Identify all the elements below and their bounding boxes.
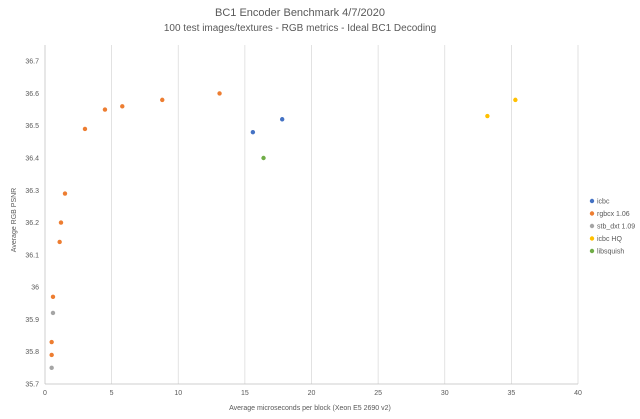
x-tick-label: 15 xyxy=(241,390,249,397)
y-axis-label: Average RGB PSNR xyxy=(11,188,18,252)
data-point-series-3 xyxy=(485,113,490,119)
y-tick-label: 36.1 xyxy=(25,252,39,259)
axes xyxy=(44,45,578,385)
legend-label: libsquish xyxy=(597,249,624,256)
legend-label: rgbcx 1.06 xyxy=(597,211,630,218)
chart-subtitle: 100 test images/textures - RGB metrics -… xyxy=(164,23,436,34)
x-tick-label: 20 xyxy=(308,390,316,397)
data-point-series-0 xyxy=(250,129,256,135)
data-point-series-4 xyxy=(261,155,266,161)
data-point-series-0 xyxy=(279,117,285,122)
legend-marker xyxy=(589,211,595,216)
y-tick-label: 36 xyxy=(31,285,39,292)
x-tick-label: 5 xyxy=(110,390,114,397)
y-tick-label: 35.9 xyxy=(25,317,39,324)
data-point-series-2 xyxy=(50,310,56,316)
legend-label: stb_dxt 1.09 xyxy=(597,224,635,231)
grid xyxy=(111,45,579,384)
x-tick-label: 35 xyxy=(507,390,515,397)
y-tick-label: 36.3 xyxy=(25,188,39,195)
chart-title: BC1 Encoder Benchmark 4/7/2020 xyxy=(215,7,385,19)
y-tick-label: 36.5 xyxy=(25,123,39,130)
data-point-series-1 xyxy=(102,107,108,112)
x-tick-label: 0 xyxy=(43,390,47,397)
data-point-series-1 xyxy=(160,97,165,103)
data-point-series-1 xyxy=(58,220,64,225)
y-tick-label: 35.8 xyxy=(25,349,39,356)
y-tick-label: 36.2 xyxy=(25,220,39,227)
y-tick-label: 36.7 xyxy=(25,59,39,66)
data-point-series-1 xyxy=(62,191,68,196)
legend-marker xyxy=(589,198,595,204)
y-tick-label: 36.4 xyxy=(25,156,39,163)
data-point-series-1 xyxy=(217,91,222,96)
x-axis-label: Average microseconds per block (Xeon E5 … xyxy=(229,405,391,412)
legend-marker xyxy=(589,248,595,254)
legend-label: icbc HQ xyxy=(597,236,622,243)
data-points xyxy=(49,91,518,371)
x-tick-label: 10 xyxy=(174,390,182,397)
legend-marker xyxy=(589,236,595,241)
y-tick-label: 35.7 xyxy=(25,382,39,389)
tick-labels: 0 5 10 15 20 25 30 35 40 35.7 35.8 35.9 36 36.1 36.2 36… xyxy=(25,59,582,397)
data-point-series-1 xyxy=(49,352,54,358)
legend-label: icbc xyxy=(597,199,610,206)
data-point-series-1 xyxy=(57,239,62,245)
x-tick-label: 40 xyxy=(574,390,582,397)
data-point-series-2 xyxy=(49,365,54,371)
x-tick-label: 30 xyxy=(441,390,449,397)
legend: icbc rgbcx 1.06 stb_dxt 1.09 icbc HQ libsqui… xyxy=(589,198,635,256)
data-point-series-1 xyxy=(49,339,54,345)
x-tick-label: 25 xyxy=(374,390,382,397)
data-point-series-1 xyxy=(120,104,125,109)
y-tick-label: 36.6 xyxy=(25,91,39,98)
data-point-series-3 xyxy=(513,97,518,103)
data-point-series-1 xyxy=(50,294,56,300)
legend-marker xyxy=(589,223,595,229)
data-point-series-1 xyxy=(82,126,88,132)
